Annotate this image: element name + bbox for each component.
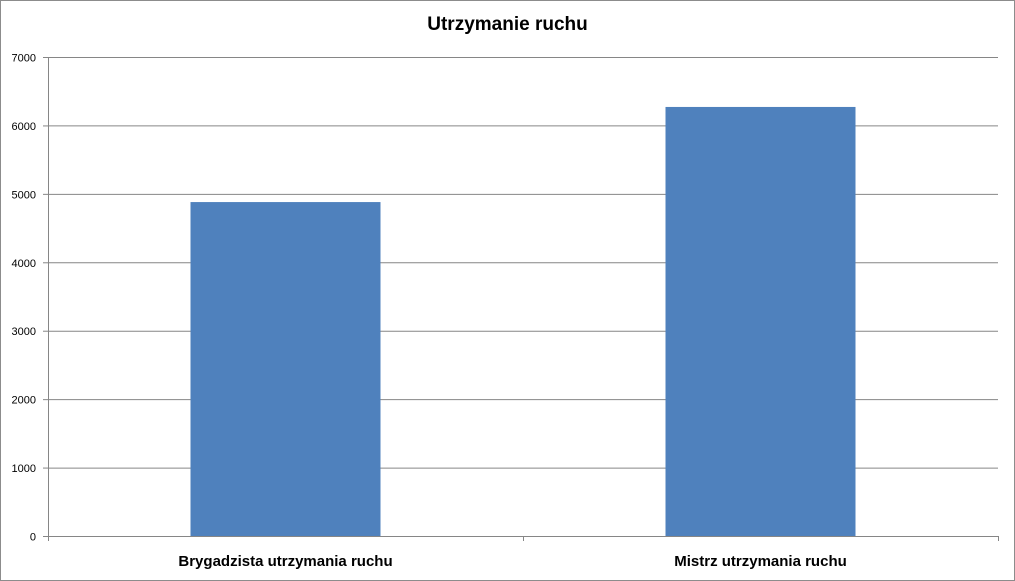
bar [190, 202, 381, 536]
x-category-label: Mistrz utrzymania ruchu [674, 553, 847, 570]
bar [665, 106, 856, 537]
y-tick-label: 2000 [12, 395, 36, 407]
y-tick-label: 7000 [12, 53, 36, 65]
y-tick-label: 0 [30, 532, 36, 544]
chart-title: Utrzymanie ruchu [427, 14, 588, 35]
y-tick-label: 3000 [12, 326, 36, 338]
x-category-label: Brygadzista utrzymania ruchu [178, 553, 392, 570]
y-tick-label: 1000 [12, 463, 36, 475]
y-tick-label: 6000 [12, 121, 36, 133]
y-tick-label: 5000 [12, 189, 36, 201]
y-tick-label: 4000 [12, 258, 36, 270]
